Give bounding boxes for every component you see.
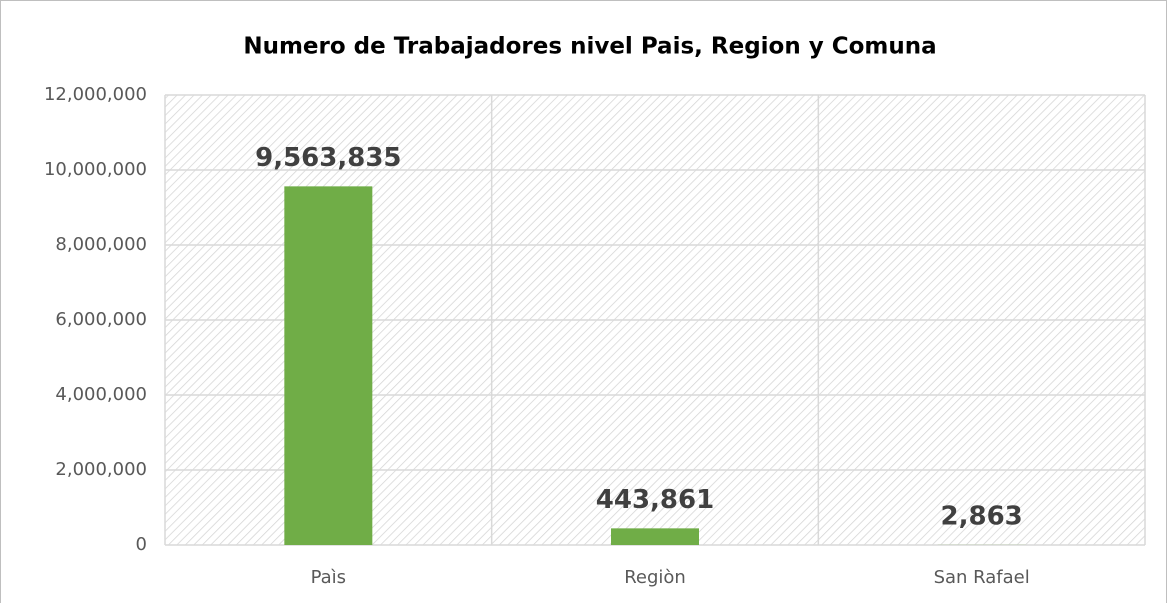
y-tick-label: 12,000,000 <box>44 84 147 105</box>
y-tick-label: 6,000,000 <box>55 309 147 330</box>
data-label: 443,861 <box>596 485 714 515</box>
y-tick-label: 0 <box>136 534 147 555</box>
y-tick-label: 8,000,000 <box>55 234 147 255</box>
y-tick-label: 10,000,000 <box>44 159 147 180</box>
y-tick-label: 2,000,000 <box>55 459 147 480</box>
x-tick-label: Regiòn <box>624 567 686 588</box>
data-label: 2,863 <box>941 501 1023 531</box>
chart-title: Numero de Trabajadores nivel Pais, Regio… <box>243 34 936 60</box>
y-tick-label: 4,000,000 <box>55 384 147 405</box>
x-tick-label: San Rafael <box>934 567 1030 588</box>
bar <box>284 186 373 545</box>
data-label: 9,563,835 <box>255 143 401 173</box>
x-tick-label: Paìs <box>311 567 346 588</box>
bar <box>611 528 699 545</box>
